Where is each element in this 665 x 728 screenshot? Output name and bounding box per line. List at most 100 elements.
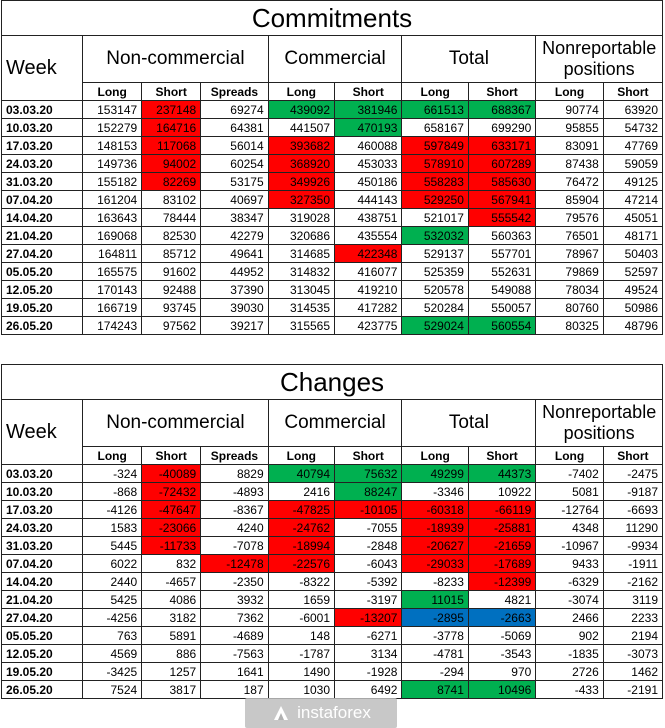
value-cell: 661513 [401,100,469,119]
value-cell: -2162 [602,572,664,591]
week-cell: 12.05.20 [0,280,84,299]
value-cell: -8367 [200,500,269,519]
value-cell: 313045 [267,280,336,299]
value-cell: 82269 [141,172,202,191]
watermark: instaforex [245,698,397,728]
value-cell: -47647 [141,500,202,519]
value-cell: 4086 [141,590,202,609]
value-cell: 450186 [334,172,403,191]
week-cell: 07.04.20 [0,554,84,573]
value-cell: 529137 [401,244,469,263]
week-cell: 26.05.20 [0,680,84,699]
value-cell: 85712 [141,244,202,263]
short-subheader: Short [141,82,202,101]
value-cell: 10922 [467,482,537,501]
table-row: 19.05.20 -3425 1257 1641 1490 -1928 -294 970 272… [0,662,664,681]
table-row: 17.03.20 148153 117068 56014 393682 460088 597… [0,136,664,155]
value-cell: 45051 [602,208,664,227]
week-cell: 03.03.20 [0,464,84,483]
value-cell: 5445 [82,536,143,555]
value-cell: 88247 [334,482,403,501]
value-cell: 11290 [602,518,664,537]
short-subheader: Short [334,446,403,465]
short-subheader: Short [602,446,664,465]
week-cell: 14.04.20 [0,208,84,227]
value-cell: -29033 [401,554,469,573]
table-title: Commitments [1,0,663,36]
value-cell: 152279 [82,118,143,137]
value-cell: -10967 [535,536,604,555]
value-cell: 319028 [267,208,336,227]
value-cell: 11015 [401,590,469,609]
week-cell: 19.05.20 [0,298,84,317]
value-cell: 163643 [82,208,143,227]
value-cell: 2466 [535,608,604,627]
value-cell: 78444 [141,208,202,227]
total-header: Total [401,399,537,447]
nonreportable-header: Nonreportable positions [535,399,663,447]
value-cell: 438751 [334,208,403,227]
value-cell: -2663 [467,608,537,627]
value-cell: -7563 [200,644,269,663]
value-cell: 439092 [267,100,336,119]
value-cell: -66119 [467,500,537,519]
value-cell: 1583 [82,518,143,537]
value-cell: 37390 [200,280,269,299]
long-subheader: Long [82,82,143,101]
value-cell: -6001 [267,608,336,627]
value-cell: 8829 [200,464,269,483]
value-cell: 38347 [200,208,269,227]
value-cell: -12399 [467,572,537,591]
value-cell: -6329 [535,572,604,591]
value-cell: 5081 [535,482,604,501]
value-cell: 525359 [401,262,469,281]
value-cell: -7078 [200,536,269,555]
value-cell: -2191 [602,680,664,699]
value-cell: 417282 [334,298,403,317]
value-cell: 117068 [141,136,202,155]
week-cell: 05.05.20 [0,262,84,281]
table-row: 27.04.20 -4256 3182 7362 -6001 -13207 -2895 -26… [0,608,664,627]
value-cell: 48796 [602,316,664,335]
value-cell: 349926 [267,172,336,191]
value-cell: 9433 [535,554,604,573]
value-cell: 320686 [267,226,336,245]
value-cell: 50986 [602,298,664,317]
value-cell: 54732 [602,118,664,137]
value-cell: 44373 [467,464,537,483]
week-cell: 10.03.20 [0,482,84,501]
short-subheader: Short [141,446,202,465]
value-cell: 552631 [467,262,537,281]
value-cell: 76501 [535,226,604,245]
value-cell: 419210 [334,280,403,299]
table-row: 03.03.20 -324 -40089 8829 40794 75632 49299 443… [0,464,664,483]
value-cell: -1787 [267,644,336,663]
value-cell: 699290 [467,118,537,137]
week-cell: 31.03.20 [0,536,84,555]
total-header: Total [401,35,537,83]
spreads-subheader: Spreads [200,446,269,465]
week-header: Week [0,35,84,101]
value-cell: 549088 [467,280,537,299]
instaforex-logo-icon [271,703,291,723]
value-cell: 59059 [602,154,664,173]
value-cell: -47825 [267,500,336,519]
value-cell: 422348 [334,244,403,263]
week-cell: 19.05.20 [0,662,84,681]
table-row: 05.05.20 165575 91602 44952 314832 416077 5253… [0,262,664,281]
value-cell: 164811 [82,244,143,263]
value-cell: 6022 [82,554,143,573]
value-cell: -11733 [141,536,202,555]
value-cell: 470193 [334,118,403,137]
value-cell: -4893 [200,482,269,501]
value-cell: -12478 [200,554,269,573]
value-cell: 165575 [82,262,143,281]
week-cell: 17.03.20 [0,500,84,519]
value-cell: 2440 [82,572,143,591]
value-cell: 82530 [141,226,202,245]
value-cell: 10496 [467,680,537,699]
value-cell: -4126 [82,500,143,519]
value-cell: 327350 [267,190,336,209]
value-cell: 597849 [401,136,469,155]
long-subheader: Long [535,446,604,465]
